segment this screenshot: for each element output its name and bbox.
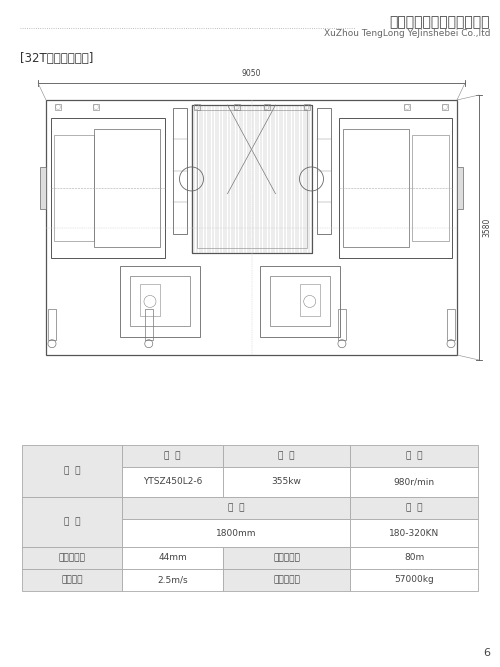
Text: [32T双料车卷扬机]: [32T双料车卷扬机] [20,51,94,65]
Text: 卷扬机质量: 卷扬机质量 [273,576,300,584]
Bar [122,569,222,591]
Bar [338,309,346,340]
Bar [300,283,320,315]
Bar [338,118,452,258]
Bar [22,569,122,591]
Text: 6: 6 [483,648,490,658]
Bar [234,104,239,110]
Bar [22,547,122,569]
Bar [442,104,448,110]
Text: 转  速: 转 速 [406,452,422,460]
Text: XuZhou TengLong YeJinshebei Co.,ltd: XuZhou TengLong YeJinshebei Co.,ltd [324,29,490,37]
Bar [122,497,350,519]
Bar [222,467,350,497]
Bar [22,445,122,497]
Text: 44mm: 44mm [158,554,187,562]
Text: 徐州腾龙冶金设备有限公司: 徐州腾龙冶金设备有限公司 [390,15,490,29]
Text: 180-320KN: 180-320KN [389,528,440,538]
Bar [404,104,410,110]
Bar [304,104,310,110]
Text: 卷扬速度: 卷扬速度 [62,576,83,584]
Bar [145,309,153,340]
Bar [122,445,222,467]
Text: 直  径: 直 径 [228,504,244,512]
Bar [192,105,312,253]
Text: 57000kg: 57000kg [394,576,434,584]
Bar [122,519,350,547]
Bar [260,265,340,337]
Text: 1800mm: 1800mm [216,528,256,538]
Bar [350,547,478,569]
Bar [22,497,122,547]
Bar [172,108,186,233]
Text: 钢丝绳行程: 钢丝绳行程 [273,554,300,562]
Text: 355kw: 355kw [272,478,302,486]
Bar [316,108,330,233]
Bar [447,309,455,340]
Text: 拉  力: 拉 力 [406,504,422,512]
Text: 钢丝绳直径: 钢丝绳直径 [58,554,86,562]
Bar [350,569,478,591]
Bar [140,283,160,315]
Bar [130,276,190,326]
Bar [54,135,94,241]
Bar [194,104,200,110]
Bar [264,104,270,110]
Text: 80m: 80m [404,554,424,562]
Bar [412,135,448,241]
Bar [94,129,160,247]
Text: 功  率: 功 率 [278,452,294,460]
Bar [457,167,463,209]
Bar [40,167,46,209]
Bar [343,129,409,247]
Bar [48,309,56,340]
Text: 3580: 3580 [482,218,492,237]
Bar [51,118,164,258]
Bar [222,547,350,569]
Bar [196,110,306,248]
Bar [55,104,61,110]
Bar [270,276,330,326]
Text: 型  号: 型 号 [164,452,180,460]
Bar [122,467,222,497]
Text: 电  机: 电 机 [64,466,80,476]
Bar [93,104,99,110]
Bar [222,445,350,467]
Bar [350,497,478,519]
Bar [350,519,478,547]
Bar [350,445,478,467]
Text: 9050: 9050 [242,69,261,78]
Bar [122,547,222,569]
Text: 卷  筒: 卷 筒 [64,518,80,526]
Text: YTSZ450L2-6: YTSZ450L2-6 [143,478,202,486]
Text: 980r/min: 980r/min [394,478,434,486]
Bar [120,265,200,337]
Bar [192,105,312,253]
Bar [350,467,478,497]
Text: 2.5m/s: 2.5m/s [157,576,188,584]
Bar [222,569,350,591]
Bar [46,100,457,355]
